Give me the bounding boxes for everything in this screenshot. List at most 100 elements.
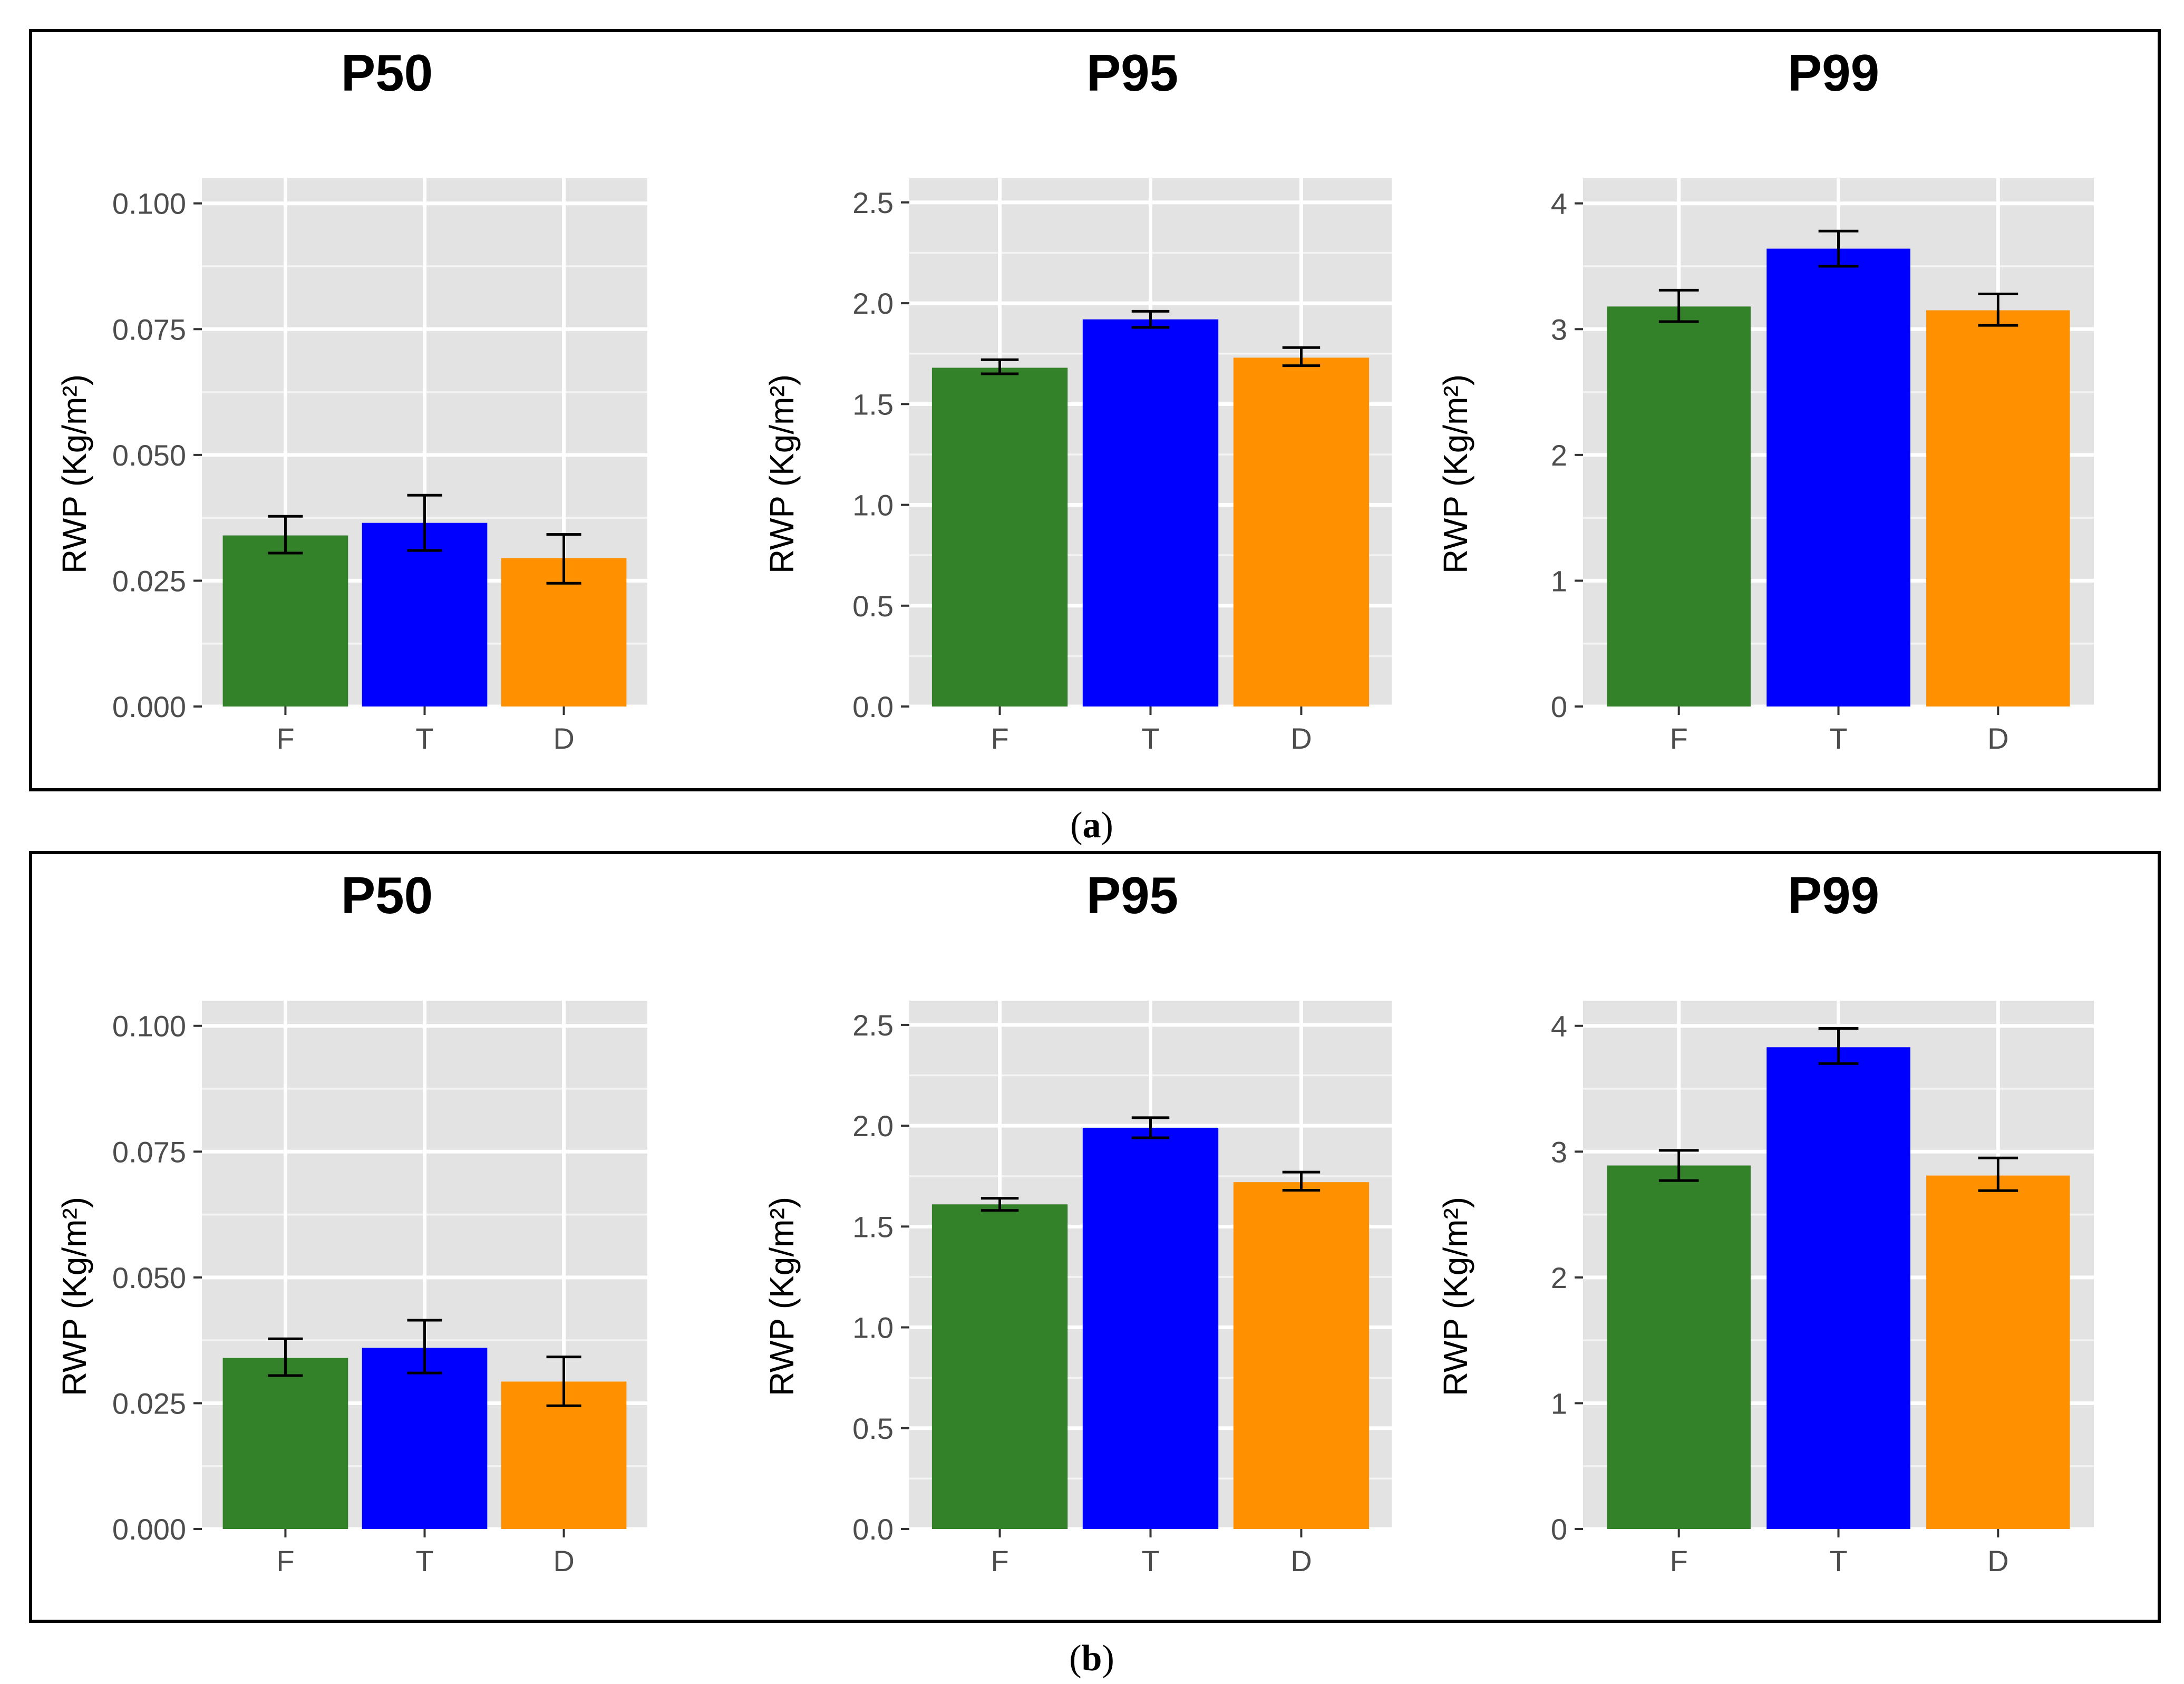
fig-b-p99-errorbar-f [1658,1149,1699,1182]
fig-b-p95-x-tick-label: D [1290,1544,1312,1577]
fig-b-p99-y-tick-label: 3 [1551,1135,1567,1168]
fig-b-p95-title: P95 [1086,866,1178,924]
fig-b-p50-y-tick-label: 0.050 [112,1261,186,1294]
figure-a-caption-letter: a [1083,805,1101,846]
fig-b-p99-y-tick-label: 0 [1551,1513,1567,1546]
fig-b-p95-y-tick-label: 0.0 [852,1513,894,1546]
fig-b-p50-y-tick-label: 0.100 [112,1010,186,1043]
fig-a-p95-bar-t [1082,319,1219,706]
fig-a-p99-bar-t [1766,248,1910,707]
fig-b-p50-x-tick-label: D [553,1544,574,1577]
fig-b-p95-errorbar-t [1131,1116,1170,1139]
fig-a-p50-panel: P50 0.000 0.025 0.050 0.075 0.100 F T D RWP (Kg/m… [55,44,647,755]
fig-b-p99-y-axis-label: RWP (Kg/m²) [1436,1197,1474,1396]
fig-a-p50-y-tick-label: 0.075 [112,313,186,346]
fig-a-p50-y-tick-label: 0.050 [112,439,186,472]
fig-b-p95-x-tick-label: F [991,1544,1008,1577]
fig-b-p99-y-tick-label: 4 [1551,1010,1567,1043]
fig-b-p95-y-tick-label: 0.5 [852,1412,894,1445]
fig-a-p50-bar-t [362,522,488,706]
fig-b-p99-bar-t [1766,1047,1910,1529]
fig-a-p95-errorbar-d [1282,346,1321,367]
fig-b-p99-panel: P99 0 1 2 3 4 F T D RWP (Kg/m²) [1436,866,2094,1577]
fig-b-p95-errorbar-d [1282,1170,1321,1192]
fig-b-p99-y-tick-label: 2 [1551,1261,1567,1294]
fig-a-p95-x-tick-label: F [991,722,1008,755]
fig-b-p50-errorbar-f [268,1337,303,1377]
fig-b-p50-y-tick-label: 0.075 [112,1135,186,1168]
fig-a-p95-y-axis-label: RWP (Kg/m²) [763,374,801,574]
fig-a-p95-y-tick-label: 2.0 [852,287,894,320]
fig-b-p99-errorbar-d [1978,1156,2018,1192]
fig-a-p99-x-tick-label: T [1829,722,1847,755]
fig-a-p99-errorbar-t [1818,229,1859,268]
fig-a-p99-errorbar-f [1658,288,1699,323]
figure-a-caption: (a) [1070,805,1113,846]
fig-a-p95-errorbar-f [981,358,1019,375]
fig-a-p95-y-tick-label: 1.0 [852,489,894,522]
fig-a-p99-y-tick-label: 2 [1551,439,1567,472]
figure-b-frame [29,851,2161,1623]
fig-a-p95-y-tick-label: 2.5 [852,186,894,219]
fig-a-p50-errorbar-f [268,515,303,555]
fig-b-p99-x-tick-label: F [1670,1544,1688,1577]
fig-b-p50-x-tick-label: T [415,1544,433,1577]
fig-a-p50-title: P50 [341,44,433,102]
fig-a-p99-bar-d [1926,310,2070,706]
fig-b-p95-y-tick-label: 2.5 [852,1009,894,1042]
fig-a-p95-bar-d [1233,357,1370,706]
fig-b-p95-y-tick-label: 2.0 [852,1109,894,1143]
fig-a-p99-panel: P99 0 1 2 3 4 F T D RWP (Kg/m²) [1436,44,2094,755]
fig-b-p50-y-tick-label: 0.000 [112,1513,186,1546]
figure-b-caption-letter: b [1082,1638,1102,1679]
fig-b-p50-errorbar-d [546,1356,581,1407]
fig-a-p50-y-tick-label: 0.025 [112,564,186,597]
fig-b-p99-y-tick-label: 1 [1551,1387,1567,1420]
fig-b-p50-bar-t [362,1348,488,1529]
fig-b-p99-x-tick-label: D [1987,1544,2008,1577]
fig-a-p99-title: P99 [1788,44,1879,102]
fig-a-p95-bar-f [931,367,1068,706]
fig-b-p50-y-tick-label: 0.025 [112,1387,186,1420]
fig-b-p50-x-tick-label: F [276,1544,294,1577]
fig-a-p50-x-tick-label: T [415,722,433,755]
fig-a-p95-errorbar-t [1131,309,1170,329]
fig-b-p95-errorbar-f [981,1197,1019,1212]
fig-a-p99-y-tick-label: 0 [1551,690,1567,723]
fig-b-p99-errorbar-t [1818,1027,1859,1065]
figure-b-caption: (b) [1069,1638,1114,1679]
fig-b-p99-bar-d [1926,1175,2070,1529]
fig-b-p95-x-tick-label: T [1141,1544,1159,1577]
fig-a-p99-y-tick-label: 1 [1551,564,1567,597]
fig-a-p99-bar-f [1607,306,1751,706]
fig-b-p50-errorbar-t [407,1319,442,1375]
fig-a-p50-y-axis-label: RWP (Kg/m²) [55,374,93,574]
fig-a-p50-y-tick-label: 0.000 [112,690,186,723]
fig-b-p95-bar-d [1233,1182,1370,1529]
fig-b-p95-bar-t [1082,1127,1219,1529]
fig-a-p99-errorbar-d [1978,292,2018,327]
fig-b-p95-bar-f [931,1204,1068,1529]
fig-a-p50-bar-f [222,535,348,706]
fig-a-p50-errorbar-d [546,533,581,585]
fig-b-p50-title: P50 [341,866,433,924]
fig-a-p50-y-tick-label: 0.100 [112,187,186,220]
fig-a-p95-panel: P95 0.0 0.5 1.0 1.5 2.0 2.5 F T D RWP (Kg/m²) [763,44,1392,755]
fig-b-p50-y-axis-label: RWP (Kg/m²) [55,1197,93,1396]
fig-b-p95-y-tick-label: 1.0 [852,1311,894,1344]
fig-a-p95-y-tick-label: 1.5 [852,388,894,421]
fig-b-p99-bar-f [1607,1165,1751,1529]
fig-b-p95-y-axis-label: RWP (Kg/m²) [763,1197,801,1396]
fig-a-p99-x-tick-label: F [1670,722,1688,755]
fig-a-p95-x-tick-label: T [1141,722,1159,755]
fig-a-p50-x-tick-label: F [276,722,294,755]
fig-a-p99-y-axis-label: RWP (Kg/m²) [1436,374,1474,574]
fig-a-p95-title: P95 [1086,44,1178,102]
fig-a-p95-y-tick-label: 0.5 [852,589,894,623]
fig-b-p95-panel: P95 0.0 0.5 1.0 1.5 2.0 2.5 F T D RWP (Kg/m²) [763,866,1392,1577]
fig-a-p99-y-tick-label: 4 [1551,187,1567,220]
fig-a-p50-errorbar-t [407,493,442,552]
fig-b-p50-panel: P50 0.000 0.025 0.050 0.075 0.100 F T D RWP (Kg/m… [55,866,647,1577]
fig-a-p99-x-tick-label: D [1987,722,2008,755]
